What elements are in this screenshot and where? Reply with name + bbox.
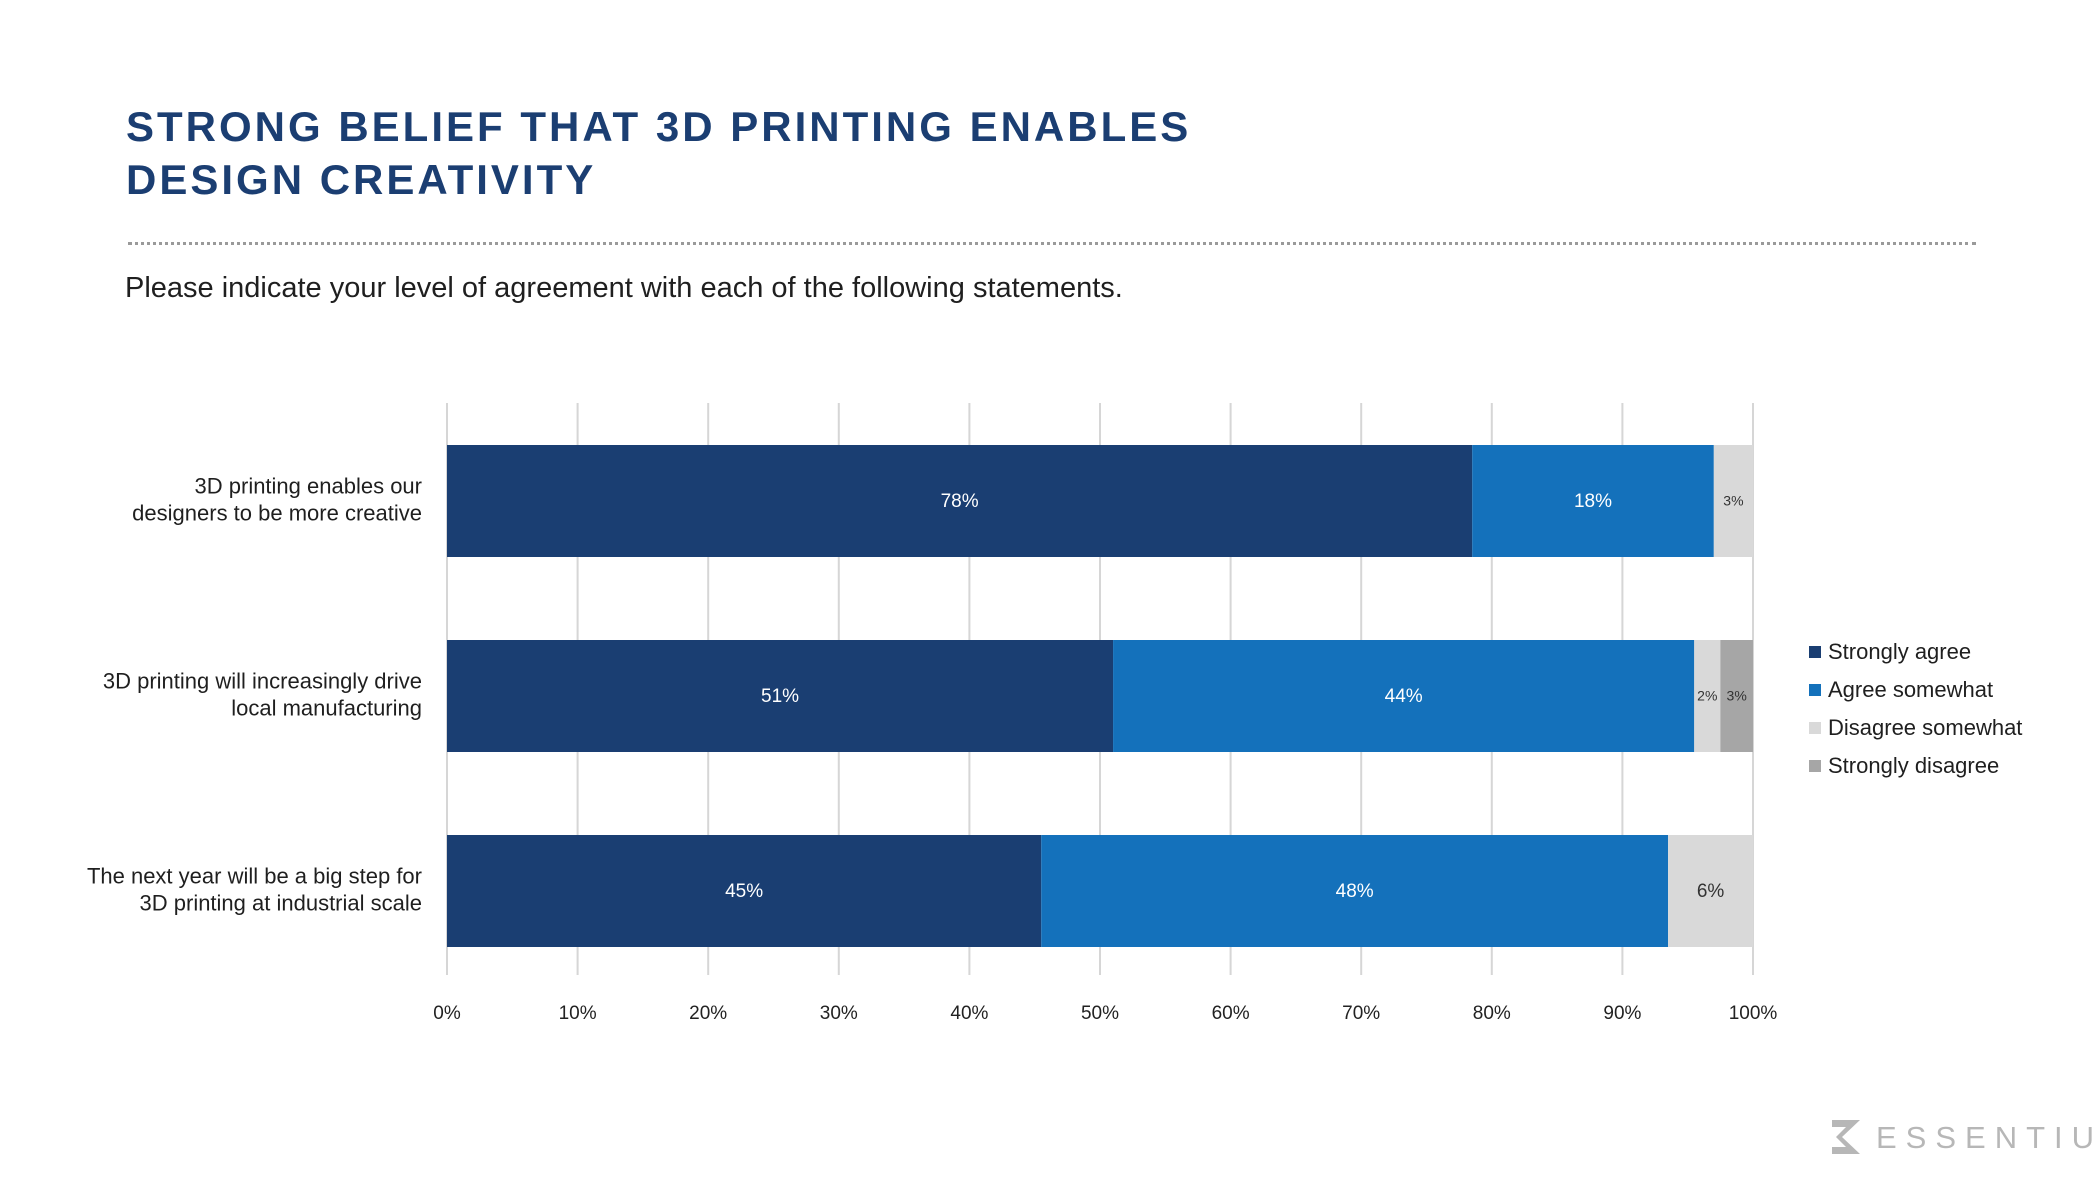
bar-segment	[1694, 640, 1721, 752]
legend-label: Strongly disagree	[1828, 753, 1999, 778]
x-tick-label: 30%	[820, 1003, 858, 1024]
category-label: local manufacturing	[231, 695, 422, 720]
data-label: 78%	[941, 491, 979, 512]
x-tick-label: 20%	[689, 1003, 727, 1024]
data-label: 44%	[1385, 686, 1423, 707]
bar-segment	[447, 835, 1042, 947]
legend-label: Strongly agree	[1828, 639, 1971, 664]
category-label: 3D printing will increasingly drive	[103, 668, 422, 693]
x-tick-label: 70%	[1342, 1003, 1380, 1024]
bar-segment	[447, 445, 1473, 557]
category-label: 3D printing enables our	[195, 473, 422, 498]
legend-swatch	[1809, 646, 1821, 658]
x-tick-label: 40%	[950, 1003, 988, 1024]
bar-segment	[1720, 640, 1753, 752]
bar-segment	[1113, 640, 1695, 752]
legend-label: Disagree somewhat	[1828, 715, 2022, 740]
legend-label: Agree somewhat	[1828, 677, 1993, 702]
chart-subtitle: Please indicate your level of agreement …	[125, 272, 1123, 304]
data-label: 45%	[725, 881, 763, 902]
x-tick-label: 60%	[1212, 1003, 1250, 1024]
legend-swatch	[1809, 684, 1821, 696]
legend-swatch	[1809, 760, 1821, 772]
bar-segment	[1713, 445, 1753, 557]
bar-segment	[1041, 835, 1669, 947]
dotted-divider	[128, 242, 1976, 245]
category-label: The next year will be a big step for	[87, 863, 422, 888]
category-label: designers to be more creative	[132, 500, 422, 525]
x-tick-label: 100%	[1729, 1003, 1778, 1024]
data-label: 48%	[1336, 881, 1374, 902]
data-label: 2%	[1697, 688, 1717, 704]
bar-segment	[1472, 445, 1714, 557]
title-line-2: DESIGN CREATIVITY	[126, 156, 597, 203]
bar-segment	[1668, 835, 1753, 947]
x-tick-label: 0%	[433, 1003, 461, 1024]
data-label: 3%	[1723, 493, 1743, 509]
data-label: 18%	[1574, 491, 1612, 512]
page-title: STRONG BELIEF THAT 3D PRINTING ENABLES D…	[126, 100, 1191, 206]
essentium-logo-text: ESSENTIUM	[1876, 1120, 2100, 1155]
data-label: 6%	[1697, 881, 1725, 902]
bar-segment	[447, 640, 1114, 752]
stacked-bar-chart: 0% 10% 20% 30% 40% 50% 60% 70% 80% 90% 100% 3D prin…	[87, 403, 2022, 1024]
x-tick-label: 50%	[1081, 1003, 1119, 1024]
x-tick-label: 80%	[1473, 1003, 1511, 1024]
x-tick-label: 90%	[1603, 1003, 1641, 1024]
data-label: 51%	[761, 686, 799, 707]
essentium-logo-icon	[1832, 1120, 1860, 1154]
category-label: 3D printing at industrial scale	[140, 890, 422, 915]
data-label: 3%	[1727, 688, 1747, 704]
title-line-1: STRONG BELIEF THAT 3D PRINTING ENABLES	[126, 103, 1192, 150]
x-tick-label: 10%	[559, 1003, 597, 1024]
legend-swatch	[1809, 722, 1821, 734]
